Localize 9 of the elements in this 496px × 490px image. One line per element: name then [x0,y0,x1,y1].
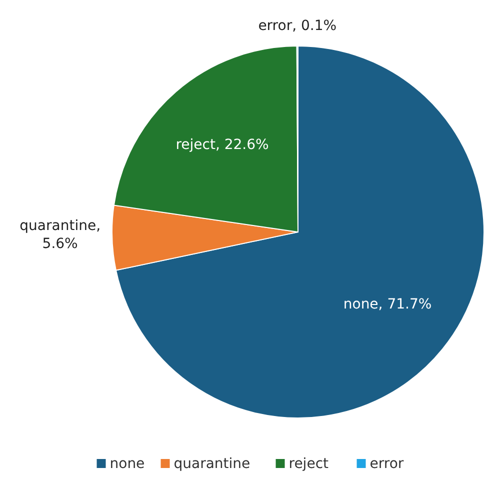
legend-label: reject [288,456,330,472]
pie-slice [115,46,484,418]
legend-label: none [110,456,145,472]
legend-label: error [370,456,404,472]
data-label: none, 71.7% [343,296,432,312]
data-label: error, 0.1% [258,18,337,34]
data-label: reject, 22.6% [176,136,269,153]
data-label: quarantine, 5.6% [20,218,101,252]
legend-label: quarantine [174,456,250,472]
